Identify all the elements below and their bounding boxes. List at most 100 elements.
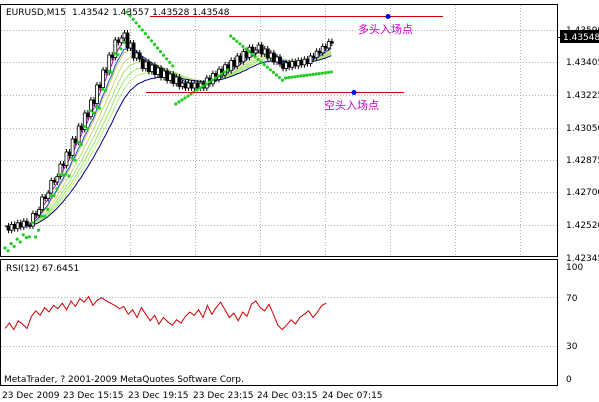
candle-body <box>58 163 63 177</box>
psar-dot <box>274 73 279 77</box>
time-tick: 24 Dec 03:15 <box>257 391 318 401</box>
psar-dot <box>55 187 59 191</box>
psar-dot <box>268 68 272 72</box>
psar-dot <box>162 53 166 57</box>
psar-dot <box>314 72 318 76</box>
psar-dot <box>235 39 239 43</box>
psar-dot <box>213 76 218 80</box>
price-axis: 1.43590 1.43405 1.43225 1.43050 1.42875 … <box>566 26 599 264</box>
main-chart-frame <box>0 4 558 257</box>
rsi-title: RSI(12) 67.6451 <box>6 264 79 274</box>
price-tick: 1.43225 <box>566 91 599 101</box>
psar-dot <box>119 47 123 51</box>
psar-dot <box>305 73 309 77</box>
psar-dot <box>143 31 147 36</box>
candle-body <box>131 42 136 59</box>
candle-body <box>278 56 282 65</box>
candle-body <box>281 63 285 69</box>
candle-body <box>24 220 29 226</box>
psar-dot <box>284 76 288 80</box>
candle-body <box>9 223 14 231</box>
psar-dot <box>204 82 208 86</box>
psar-dot <box>317 72 321 76</box>
candle-body <box>271 52 276 63</box>
psar-dot <box>296 74 300 78</box>
psar-dot <box>165 57 169 61</box>
rsi-level-0: 0 <box>566 375 572 385</box>
candle-body <box>192 82 197 89</box>
psar-dot <box>262 63 266 67</box>
psar-dot <box>232 37 236 41</box>
psar-dot <box>216 74 221 78</box>
psar-dot <box>36 228 41 232</box>
candle-body <box>31 213 35 227</box>
candle-body <box>259 44 264 55</box>
candle-body <box>317 50 322 54</box>
psar-dot <box>290 75 294 79</box>
candle-body <box>37 209 41 216</box>
candle-body <box>49 180 54 194</box>
candle-body <box>314 50 319 59</box>
psar-dot <box>27 235 31 239</box>
psar-dot <box>146 35 150 39</box>
psar-dot <box>177 100 181 104</box>
symbol-label: EURUSD,M15 <box>6 8 66 18</box>
psar-dot <box>226 68 230 72</box>
short-entry-marker <box>351 90 357 95</box>
psar-dot <box>299 74 303 78</box>
psar-dot <box>158 50 163 54</box>
candle-body <box>98 84 102 88</box>
psar-dot <box>88 109 92 113</box>
psar-dot <box>12 244 16 248</box>
candle-body <box>128 42 133 49</box>
psar-dot <box>58 173 62 177</box>
psar-dot <box>33 235 38 239</box>
candle-body <box>253 49 258 54</box>
candle-body <box>27 224 32 227</box>
candle-body <box>265 48 270 59</box>
psar-dot <box>241 44 245 49</box>
candle-body <box>229 60 234 72</box>
candle-body <box>244 51 249 58</box>
psar-dot <box>104 88 108 92</box>
candle-body <box>180 82 185 87</box>
candle-body <box>241 51 246 63</box>
price-tick: 1.43050 <box>566 124 599 134</box>
psar-dot <box>186 94 190 98</box>
psar-dot <box>79 142 83 147</box>
psar-dot <box>3 246 7 250</box>
candle-body <box>323 46 328 49</box>
psar-dot <box>131 17 135 21</box>
psar-dot <box>113 52 117 56</box>
candle-body <box>293 61 298 67</box>
psar-dot <box>256 57 260 62</box>
psar-dot <box>6 249 10 253</box>
candle-body <box>15 222 20 230</box>
psar-dot <box>91 111 96 115</box>
psar-dot <box>73 158 77 162</box>
psar-dot <box>168 60 172 64</box>
candle-body <box>21 220 26 228</box>
psar-dot <box>323 71 327 75</box>
psar-dot <box>70 156 74 160</box>
psar-dot <box>107 69 111 73</box>
psar-dot <box>259 60 263 64</box>
candle-body <box>268 52 273 59</box>
psar-dot <box>198 86 202 90</box>
psar-dot <box>280 78 285 82</box>
psar-dot <box>67 174 71 178</box>
candle-body <box>159 67 163 78</box>
psar-dot <box>174 102 178 106</box>
candle-body <box>64 151 69 166</box>
psar-dot <box>85 127 89 131</box>
psar-dot <box>238 42 242 46</box>
psar-dot <box>18 240 22 244</box>
psar-dot <box>64 172 68 176</box>
psar-dot <box>43 214 47 218</box>
psar-dot <box>152 42 157 47</box>
psar-dot <box>110 70 114 75</box>
psar-dot <box>134 21 138 25</box>
price-tick: 1.43405 <box>566 58 599 68</box>
psar-dot <box>271 70 275 74</box>
